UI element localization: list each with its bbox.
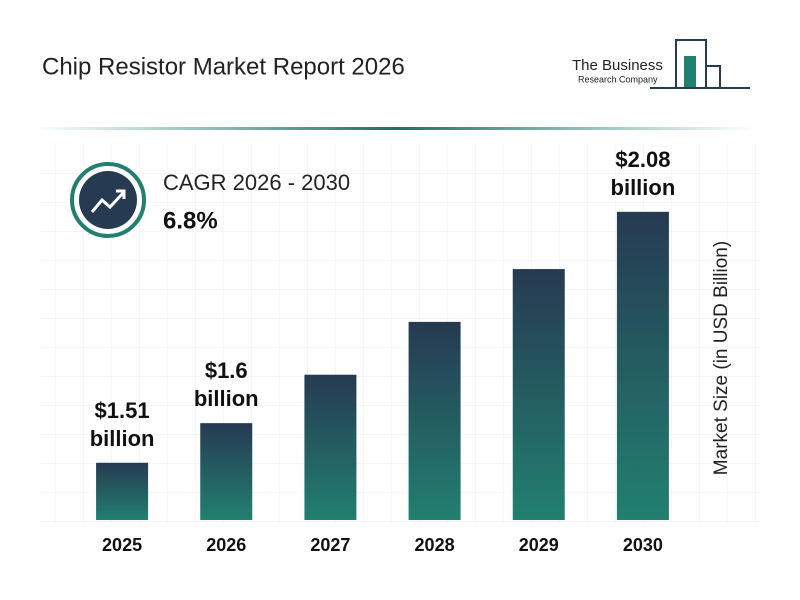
x-tick-label: 2026 [206,535,246,555]
chart-title: Chip Resistor Market Report 2026 [42,53,405,80]
bar [200,423,253,520]
x-tick-label: 2027 [310,535,350,555]
x-tick-label: 2030 [623,535,663,555]
divider [35,127,755,130]
bar [96,462,149,520]
logo: The Business Research Company [572,39,750,89]
bar [408,321,461,520]
bar [616,211,669,520]
x-tick-label: 2028 [415,535,455,555]
cagr-badge: CAGR 2026 - 2030 6.8% [70,162,350,238]
x-tick-label: 2029 [519,535,559,555]
value-label: $1.6 billion [193,358,259,412]
bar [512,269,565,520]
logo-subtext: Research Company [578,74,658,84]
x-tick-label: 2025 [102,535,142,555]
y-axis-label: Market Size (in USD Billion) [711,241,732,475]
cagr-label: CAGR 2026 - 2030 [163,170,350,195]
logo-text: The Business [572,57,663,74]
bar [304,374,357,520]
value-label: $2.08 billion [610,146,676,200]
cagr-value: 6.8% [163,207,218,234]
value-label: $1.51 billion [89,397,155,451]
